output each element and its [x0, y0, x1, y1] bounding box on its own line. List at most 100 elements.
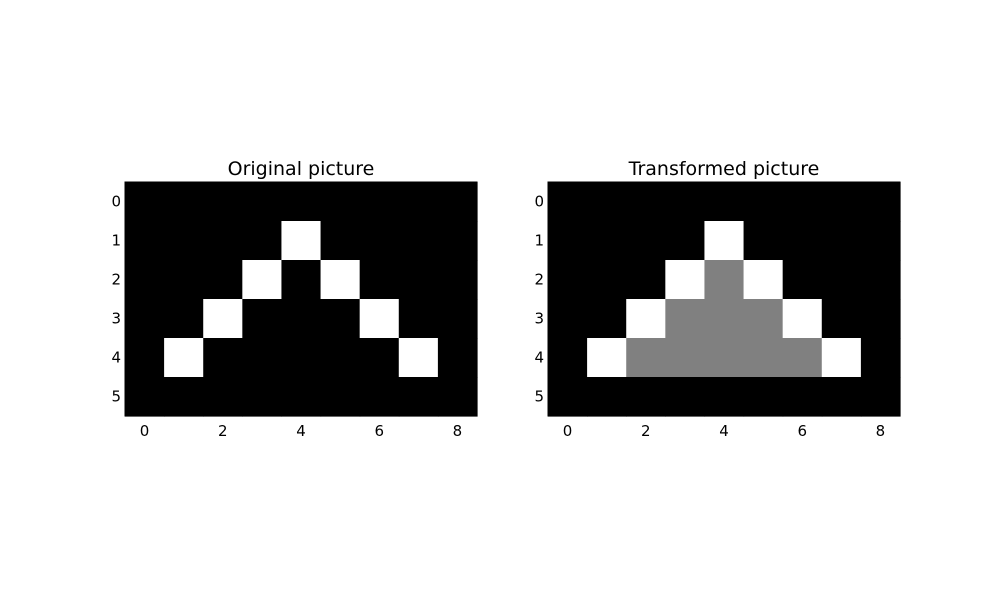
grid-cell-r1-c1 [587, 221, 627, 261]
y-tick-label-4: 4 [111, 349, 121, 367]
grid-cell-r5-c0 [548, 377, 588, 417]
x-tick-label-6: 6 [797, 422, 807, 440]
grid-cell-r1-c1 [164, 221, 204, 261]
grid-cell-r2-c8 [437, 260, 478, 300]
grid-cell-r1-c3 [665, 221, 706, 261]
chart-title: Original picture [228, 158, 375, 180]
grid-cell-r3-c0 [548, 299, 588, 339]
grid-cell-r5-c7 [821, 377, 862, 417]
grid-cell-r5-c5 [320, 377, 361, 417]
grid-cell-r3-c8 [437, 299, 478, 339]
grid-cell-r0-c3 [665, 182, 706, 222]
grid-cell-r5-c2 [203, 377, 243, 417]
grid-cell-r5-c4 [704, 377, 745, 417]
grid-cell-r3-c3 [665, 299, 706, 339]
grid-cell-r0-c2 [626, 182, 666, 222]
grid-cell-r4-c7 [821, 338, 862, 378]
grid-cell-r1-c4 [281, 221, 322, 261]
grid-cell-r5-c6 [782, 377, 823, 417]
grid-cell-r2-c3 [242, 260, 283, 300]
grid-cell-r1-c2 [203, 221, 243, 261]
grid-cell-r2-c0 [125, 260, 165, 300]
grid-cell-r0-c7 [398, 182, 439, 222]
y-tick-label-5: 5 [111, 388, 121, 406]
x-tick-label-6: 6 [374, 422, 384, 440]
grid-cell-r2-c2 [203, 260, 243, 300]
grid-cell-r0-c5 [743, 182, 784, 222]
grid-cell-r2-c1 [164, 260, 204, 300]
grid-cell-r4-c1 [587, 338, 627, 378]
grid-cell-r0-c6 [782, 182, 823, 222]
grid-cell-r2-c8 [860, 260, 901, 300]
y-tick-label-2: 2 [534, 271, 544, 289]
grid-cell-r0-c4 [704, 182, 745, 222]
grid-cell-r2-c7 [821, 260, 862, 300]
grid-cell-r5-c2 [626, 377, 666, 417]
y-tick-label-1: 1 [111, 232, 121, 250]
grid-cell-r4-c2 [626, 338, 666, 378]
grid-cell-r4-c4 [704, 338, 745, 378]
y-tick-label-3: 3 [111, 310, 121, 328]
grid-cell-r1-c0 [125, 221, 165, 261]
grid-cell-r3-c4 [704, 299, 745, 339]
grid-cell-r4-c0 [548, 338, 588, 378]
grid-cell-r0-c5 [320, 182, 361, 222]
grid-cell-r1-c3 [242, 221, 283, 261]
grid-cell-r0-c8 [860, 182, 901, 222]
x-tick-label-2: 2 [641, 422, 651, 440]
grid-cell-r3-c2 [203, 299, 243, 339]
grid-cell-r5-c8 [860, 377, 901, 417]
plot-frame [547, 181, 901, 417]
grid-cell-r2-c5 [743, 260, 784, 300]
y-tick-label-2: 2 [111, 271, 121, 289]
grid-cell-r4-c6 [782, 338, 823, 378]
grid-cell-r3-c2 [626, 299, 666, 339]
grid-cell-r2-c4 [704, 260, 745, 300]
grid-cell-r1-c6 [782, 221, 823, 261]
grid-cell-r0-c1 [164, 182, 204, 222]
grid-cell-r1-c5 [320, 221, 361, 261]
grid-cell-r4-c6 [359, 338, 400, 378]
grid-cell-r5-c3 [242, 377, 283, 417]
original-picture-panel: Original picture 0 2 4 6 8 0 1 2 3 4 5 [111, 158, 478, 440]
grid-cell-r4-c5 [320, 338, 361, 378]
y-tick-label-5: 5 [534, 388, 544, 406]
grid-cell-r0-c7 [821, 182, 862, 222]
y-tick-label-0: 0 [111, 193, 121, 211]
grid-cell-r1-c0 [548, 221, 588, 261]
grid-cell-r2-c2 [626, 260, 666, 300]
grid-cell-r3-c7 [398, 299, 439, 339]
grid-cell-r3-c7 [821, 299, 862, 339]
grid-cell-r5-c7 [398, 377, 439, 417]
grid-cell-r1-c7 [398, 221, 439, 261]
grid-cell-r5-c0 [125, 377, 165, 417]
x-tick-label-0: 0 [563, 422, 573, 440]
x-tick-label-4: 4 [719, 422, 729, 440]
grid-cell-r4-c1 [164, 338, 204, 378]
grid-cell-r2-c7 [398, 260, 439, 300]
y-tick-label-0: 0 [534, 193, 544, 211]
plot-frame [124, 181, 478, 417]
grid-cell-r1-c4 [704, 221, 745, 261]
grid-cell-r2-c1 [587, 260, 627, 300]
grid-cell-r5-c5 [743, 377, 784, 417]
grid-cell-r2-c5 [320, 260, 361, 300]
grid-cell-r5-c4 [281, 377, 322, 417]
y-tick-label-3: 3 [534, 310, 544, 328]
grid-cell-r2-c6 [782, 260, 823, 300]
grid-cell-r0-c1 [587, 182, 627, 222]
grid-cell-r1-c2 [626, 221, 666, 261]
grid-cell-r4-c2 [203, 338, 243, 378]
grid-cell-r4-c3 [242, 338, 283, 378]
grid-cell-r3-c3 [242, 299, 283, 339]
grid-cell-r5-c1 [587, 377, 627, 417]
grid-cell-r3-c5 [320, 299, 361, 339]
grid-cell-r1-c6 [359, 221, 400, 261]
grid-cell-r0-c6 [359, 182, 400, 222]
grid-cell-r4-c8 [860, 338, 901, 378]
x-tick-label-4: 4 [296, 422, 306, 440]
grid-cell-r2-c6 [359, 260, 400, 300]
grid-cell-r3-c0 [125, 299, 165, 339]
grid-cell-r4-c7 [398, 338, 439, 378]
